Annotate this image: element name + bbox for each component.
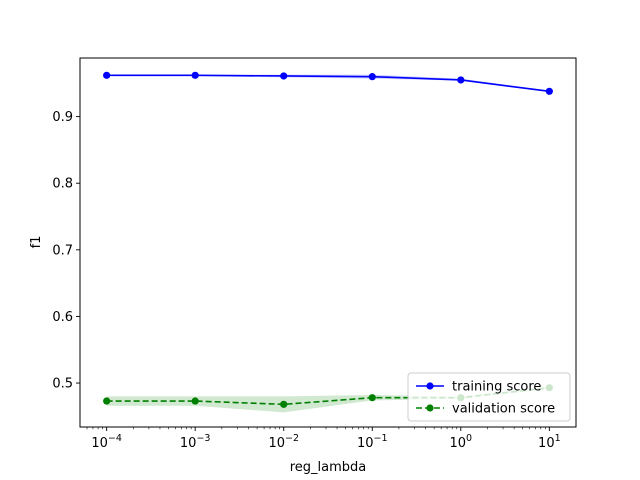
series-0-point-3 bbox=[368, 73, 376, 81]
y-tick-label-1: 0.6 bbox=[52, 310, 73, 325]
series-1-point-1 bbox=[191, 397, 199, 405]
y-tick-label-0: 0.5 bbox=[52, 377, 73, 392]
axes-frame bbox=[79, 57, 577, 428]
series-0-line bbox=[106, 74, 550, 93]
x-tick-label-0: 10−4 bbox=[91, 433, 122, 451]
y-tick-label-2: 0.7 bbox=[52, 243, 73, 258]
series-0-point-0 bbox=[103, 71, 111, 79]
x-tick-label-2: 10−2 bbox=[268, 433, 299, 451]
legend-marker-1 bbox=[426, 404, 434, 412]
series-0-point-5 bbox=[545, 87, 553, 95]
series-1-point-3 bbox=[368, 394, 376, 402]
x-tick-label-4: 100 bbox=[450, 433, 473, 451]
series-1-point-0 bbox=[103, 397, 111, 405]
legend-label-0: training score bbox=[452, 380, 541, 395]
y-axis-label: f1 bbox=[29, 236, 44, 249]
series-0-point-2 bbox=[280, 72, 288, 80]
series-0-point-1 bbox=[191, 71, 199, 79]
legend-label-1: validation score bbox=[452, 402, 555, 417]
x-axis-label: reg_lambda bbox=[290, 460, 367, 475]
legend-marker-0 bbox=[426, 382, 434, 390]
y-axis: 0.5 0.6 0.7 0.8 0.9 bbox=[52, 110, 80, 392]
y-tick-label-3: 0.8 bbox=[52, 177, 73, 192]
x-axis: 10−4 10−3 10−2 10−1 100 101 bbox=[86, 427, 561, 451]
series-0-point-4 bbox=[457, 76, 465, 84]
series-1-band bbox=[106, 386, 550, 413]
x-tick-label-1: 10−3 bbox=[180, 433, 211, 451]
x-tick-label-3: 10−1 bbox=[357, 433, 388, 451]
legend-box bbox=[407, 372, 571, 422]
x-tick-label-5: 101 bbox=[538, 433, 561, 451]
series-1-point-2 bbox=[280, 400, 288, 408]
legend: training score validation score bbox=[407, 372, 571, 422]
y-tick-label-4: 0.9 bbox=[52, 110, 73, 125]
